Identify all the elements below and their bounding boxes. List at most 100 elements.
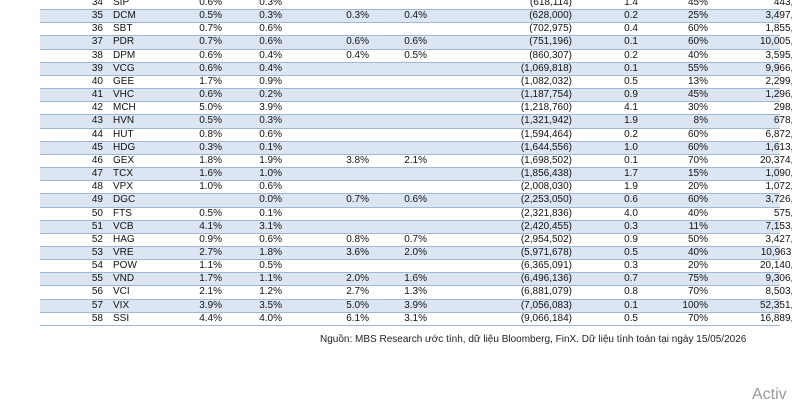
- percent-cell: 20%: [687, 260, 708, 272]
- percent-cell: 60%: [687, 36, 708, 48]
- amount-cell: 20,374,677: [759, 154, 792, 166]
- pct3-cell: 2.0%: [346, 273, 369, 285]
- pct1-cell: 0.5%: [199, 10, 222, 22]
- percent-cell: 60%: [687, 23, 708, 35]
- table-row: 38 DPM 0.6% 0.4% 0.4% 0.5% (860,307) 0.2 40% 3,59…: [40, 49, 792, 63]
- pct4-cell: 1.3%: [404, 286, 427, 298]
- amount-cell: 298,710: [773, 102, 792, 114]
- pct2-cell: 0.3%: [259, 0, 282, 8]
- rank-cell: 36: [91, 23, 103, 35]
- ticker-cell: DGC: [113, 194, 136, 206]
- amount-cell: 678,950: [773, 115, 792, 127]
- value-cell: (628,000): [529, 10, 572, 22]
- data-table: 34SIP0.6%0.3%(618,114)1.445%443,05135DCM…: [40, 0, 792, 326]
- rank-cell: 44: [91, 128, 103, 140]
- ticker-cell: DPM: [113, 49, 136, 61]
- value-cell: (1,698,502): [520, 154, 572, 166]
- pct3-cell: 0.8%: [346, 233, 369, 245]
- pct1-cell: 2.7%: [199, 246, 222, 258]
- percent-cell: 100%: [682, 299, 708, 311]
- percent-cell: 20%: [687, 181, 708, 193]
- table-row: 37 PDR 0.7% 0.6% 0.6% 0.6% (751,196) 0.1 60% 10,0…: [40, 36, 792, 50]
- table-row: 54 POW 1.1% 0.5% (6,365,091) 0.3 20% 20,140,288: [40, 260, 792, 274]
- ticker-cell: FTS: [113, 207, 132, 219]
- ticker-cell: VPX: [113, 181, 134, 193]
- pct1-cell: 0.6%: [199, 89, 222, 101]
- ticker-cell: VIX: [113, 299, 130, 311]
- pct2-cell: 0.6%: [259, 23, 282, 35]
- amount-cell: 20,140,288: [759, 260, 792, 272]
- amount-cell: 3,427,144: [765, 233, 792, 245]
- table-row: 39 VCG 0.6% 0.4% (1,069,818) 0.1 55% 9,966,949: [40, 62, 792, 76]
- value-cell: (2,253,050): [520, 194, 572, 206]
- ticker-cell: HVN: [113, 115, 135, 127]
- percent-cell: 75%: [687, 273, 708, 285]
- rank-cell: 53: [91, 246, 103, 258]
- rank-cell: 55: [91, 273, 103, 285]
- percent-cell: 11%: [688, 220, 708, 232]
- amount-cell: 16,889,723: [759, 312, 792, 324]
- rank-cell: 35: [91, 10, 103, 22]
- pct4-cell: 2.1%: [404, 154, 427, 166]
- ratio-cell: 1.0: [624, 141, 638, 153]
- ticker-cell: VHC: [113, 89, 135, 101]
- rank-cell: 52: [91, 233, 103, 245]
- table-row: 50 FTS 0.5% 0.1% (2,321,836) 4.0 40% 575,673: [40, 207, 792, 221]
- value-cell: (618,114): [529, 0, 572, 8]
- value-cell: (1,187,754): [520, 89, 572, 101]
- rank-cell: 48: [91, 181, 103, 193]
- percent-cell: 40%: [687, 246, 708, 258]
- table-row: 56 VCI 2.1% 1.2% 2.7% 1.3% (6,881,079) 0.8 70% 8,…: [40, 286, 792, 300]
- value-cell: (5,971,678): [520, 246, 572, 258]
- value-cell: (2,321,836): [520, 207, 572, 219]
- table-row: 36 SBT 0.7% 0.6% (702,975) 0.4 60% 1,855,231: [40, 23, 792, 37]
- pct3-cell: 3.8%: [346, 154, 369, 166]
- percent-cell: 30%: [687, 102, 708, 114]
- pct2-cell: 3.5%: [259, 299, 282, 311]
- value-cell: (1,644,556): [520, 141, 572, 153]
- percent-cell: 40%: [687, 207, 708, 219]
- ratio-cell: 0.6: [624, 194, 638, 206]
- pct1-cell: 1.8%: [199, 154, 222, 166]
- rank-cell: 45: [91, 141, 103, 153]
- table-row: 34 SIP 0.6% 0.3% (618,114) 1.4 45% 443,051: [40, 0, 792, 11]
- rank-cell: 56: [91, 286, 103, 298]
- ticker-cell: SIP: [113, 0, 130, 8]
- pct1-cell: 0.6%: [199, 49, 222, 61]
- rank-cell: 40: [91, 75, 103, 87]
- ratio-cell: 0.2: [624, 49, 638, 61]
- pct1-cell: 0.8%: [199, 128, 222, 140]
- pct4-cell: 1.6%: [404, 273, 427, 285]
- pct1-cell: 0.9%: [199, 233, 222, 245]
- pct2-cell: 0.1%: [259, 141, 282, 153]
- ticker-cell: HDG: [113, 141, 136, 153]
- ticker-cell: VRE: [113, 246, 134, 258]
- value-cell: (1,321,942): [520, 115, 572, 127]
- rank-cell: 54: [91, 260, 103, 272]
- table-row: 43 HVN 0.5% 0.3% (1,321,942) 1.9 8% 678,950: [40, 115, 792, 129]
- value-cell: (860,307): [529, 49, 572, 61]
- amount-cell: 6,872,305: [765, 128, 792, 140]
- ticker-cell: TCX: [113, 168, 133, 180]
- pct3-cell: 2.7%: [346, 286, 369, 298]
- amount-cell: 1,090,945: [765, 168, 792, 180]
- pct2-cell: 0.9%: [259, 75, 282, 87]
- pct1-cell: 1.7%: [199, 273, 222, 285]
- value-cell: (1,069,818): [520, 62, 572, 74]
- percent-cell: 8%: [693, 115, 708, 127]
- source-note: Nguồn: MBS Research ước tính, dữ liệu Bl…: [320, 334, 747, 345]
- table-row: 44 HUT 0.8% 0.6% (1,594,464) 0.2 60% 6,872,305: [40, 128, 792, 142]
- amount-cell: 3,595,202: [765, 49, 792, 61]
- percent-cell: 50%: [687, 233, 708, 245]
- pct1-cell: 0.7%: [199, 36, 222, 48]
- pct2-cell: 1.1%: [259, 273, 282, 285]
- percent-cell: 60%: [687, 194, 708, 206]
- ticker-cell: SBT: [113, 23, 133, 35]
- ratio-cell: 0.9: [624, 233, 638, 245]
- pct2-cell: 1.9%: [259, 154, 282, 166]
- ratio-cell: 0.8: [624, 286, 638, 298]
- rank-cell: 49: [91, 194, 103, 206]
- amount-cell: 1,072,912: [765, 181, 792, 193]
- table-row: 46 GEX 1.8% 1.9% 3.8% 2.1% (1,698,502) 0.1 70% 20…: [40, 154, 792, 169]
- ticker-cell: GEE: [113, 75, 135, 87]
